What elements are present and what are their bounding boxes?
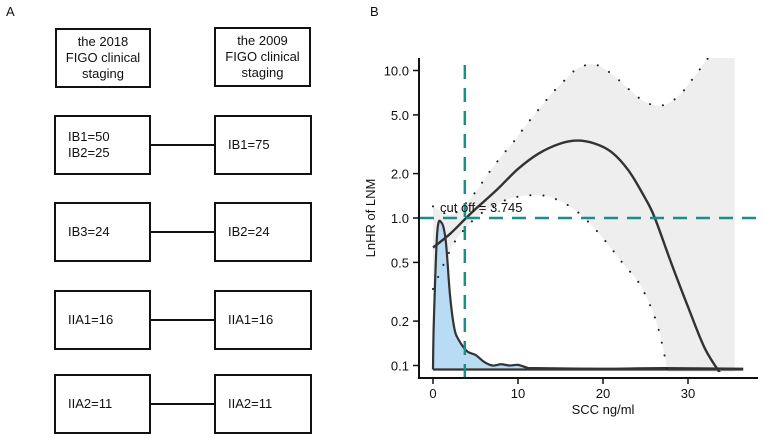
stage-box-2018: IB3=24: [54, 202, 151, 262]
box-text-line: IIA2=11: [228, 396, 273, 411]
stage-connector: [151, 319, 214, 321]
box-text-line: the 2009: [237, 33, 288, 48]
x-tick-label: 0: [429, 386, 436, 401]
hazard-ratio-curve: [432, 139, 721, 372]
box-text-line: IB1=50: [68, 129, 110, 144]
y-tick-label: 0.1: [391, 359, 409, 374]
cutoff-annotation: cut off = 3.745: [440, 200, 523, 215]
box-text-line: IIA1=16: [68, 312, 114, 327]
header-box-2018: the 2018 FIGO clinical staging: [55, 28, 151, 88]
box-text-line: staging: [241, 65, 284, 80]
stage-connector: [151, 403, 214, 405]
box-text-line: staging: [82, 66, 124, 81]
y-tick-label: 5.0: [391, 108, 409, 123]
y-axis-label: LnHR of LNM: [363, 179, 378, 258]
box-text-line: IB2=25: [68, 145, 110, 160]
x-axis-label: SCC ng/ml: [572, 402, 635, 417]
box-text-line: FIGO clinical: [225, 49, 300, 64]
y-tick-label: 2.0: [391, 167, 409, 182]
y-tick-label: 0.5: [391, 255, 409, 270]
box-text-line: IB2=24: [228, 224, 270, 239]
x-tick-label: 30: [681, 386, 695, 401]
x-tick-label: 10: [511, 386, 525, 401]
box-text-line: IIA2=11: [68, 396, 113, 411]
density-line: [431, 219, 744, 371]
box-text-line: IB3=24: [68, 224, 110, 239]
panel-a-label: A: [6, 4, 15, 19]
stage-box-2018: IIA2=11: [54, 374, 151, 434]
x-tick-label: 20: [596, 386, 610, 401]
upper-ci-dots: [432, 58, 710, 216]
stage-box-2009: IB1=75: [214, 115, 312, 175]
y-tick-label: 0.2: [391, 314, 409, 329]
stage-box-2018: IIA1=16: [54, 290, 151, 350]
stage-box-2018: IB1=50 IB2=25: [54, 115, 151, 175]
header-box-2009: the 2009 FIGO clinical staging: [214, 27, 311, 87]
y-tick-label: 1.0: [391, 211, 409, 226]
box-text-line: FIGO clinical: [65, 50, 141, 65]
stage-box-2009: IIA2=11: [214, 374, 312, 434]
density-fill: [433, 220, 527, 370]
confidence-band: [433, 58, 735, 372]
stage-connector: [151, 231, 214, 233]
y-tick-label: 10.0: [384, 64, 409, 79]
stage-box-2009: IB2=24: [214, 202, 312, 262]
box-text-line: IIA1=16: [228, 312, 274, 327]
box-text-line: the 2018: [77, 34, 129, 49]
box-text-line: IB1=75: [228, 137, 270, 152]
stage-connector: [151, 144, 214, 146]
stage-box-2009: IIA1=16: [214, 290, 312, 350]
panel-b-label: B: [370, 4, 379, 19]
